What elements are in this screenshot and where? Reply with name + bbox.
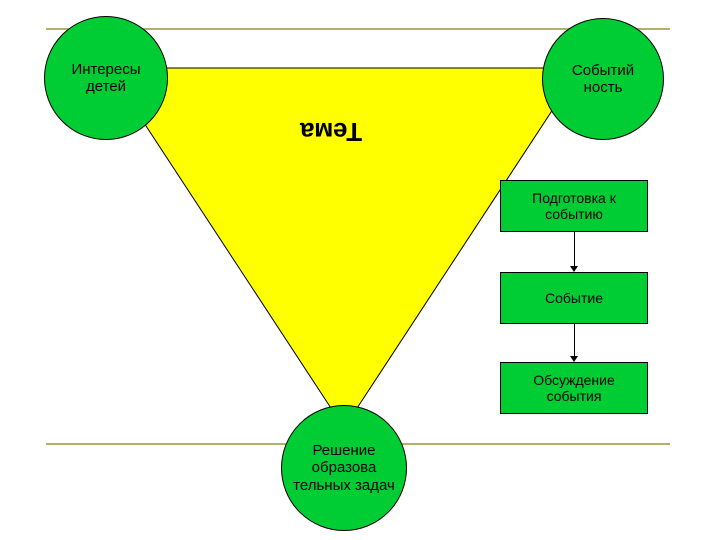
circle-solving-label: Решение образова тельных задач xyxy=(292,442,395,494)
circle-interests: Интересы детей xyxy=(44,16,168,140)
diagram-stage: Тема Интересы детей Событий ность Решени… xyxy=(0,0,720,540)
circle-events-label: Событий ность xyxy=(572,62,634,97)
circle-solving: Решение образова тельных задач xyxy=(281,405,407,531)
circle-interests-label: Интересы детей xyxy=(55,61,157,96)
box-preparation-label: Подготовка к событию xyxy=(509,190,639,222)
box-preparation: Подготовка к событию xyxy=(500,180,648,232)
box-event-label: Событие xyxy=(545,290,603,306)
box-discussion: Обсуждение события xyxy=(500,362,648,414)
triangle-center-label: Тема xyxy=(300,116,362,147)
box-event: Событие xyxy=(500,272,648,324)
box-discussion-label: Обсуждение события xyxy=(509,372,639,404)
circle-events: Событий ность xyxy=(542,18,664,140)
